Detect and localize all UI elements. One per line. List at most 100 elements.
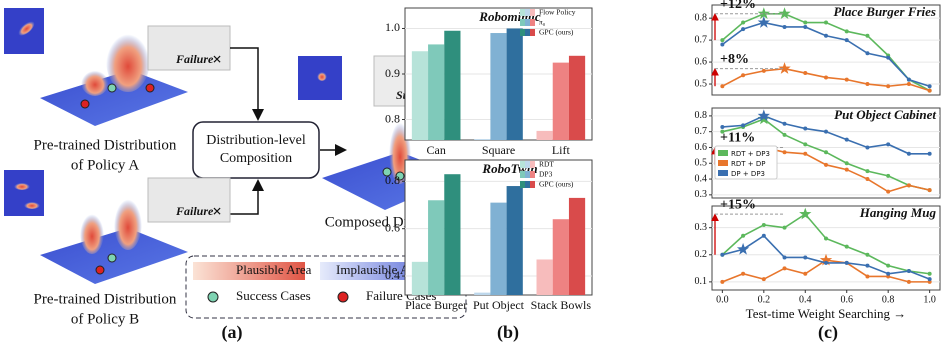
point <box>865 274 870 279</box>
heatmap-blob <box>17 20 35 36</box>
failure-dot <box>95 265 105 275</box>
legend-swatch <box>520 161 525 168</box>
bar <box>552 62 569 140</box>
legend-label: RDT <box>539 160 554 169</box>
point <box>844 260 849 265</box>
legend-swatch <box>530 9 535 16</box>
point <box>782 121 787 126</box>
y-tick-label: 0.9 <box>385 66 400 80</box>
panel-label: (c) <box>818 322 838 343</box>
point <box>824 236 828 241</box>
point <box>720 129 725 134</box>
legend-swatch <box>520 19 525 26</box>
x-tick-label: Lift <box>552 143 571 157</box>
point <box>720 124 725 129</box>
annotation: +12% <box>720 0 756 12</box>
star <box>757 7 771 20</box>
star <box>757 109 771 122</box>
legend-label: π₀ <box>539 18 546 27</box>
y-tick-label: 0.5 <box>695 158 708 169</box>
y-tick-label: 0.7 <box>695 34 708 45</box>
point <box>720 38 725 43</box>
y-tick-label: 1.0 <box>385 20 400 34</box>
bar <box>411 261 429 295</box>
legend-swatch <box>520 29 525 36</box>
point <box>886 189 891 194</box>
bar <box>506 186 523 295</box>
success-dot <box>395 171 405 181</box>
point <box>886 55 891 60</box>
chart-title: Hanging Mug <box>859 205 937 220</box>
peak <box>106 28 150 92</box>
robot-image <box>147 25 231 71</box>
policy-a-label: of Policy A <box>71 157 140 173</box>
point <box>782 24 787 29</box>
point <box>761 277 766 282</box>
y-tick-label: 0.8 <box>695 12 708 23</box>
point <box>865 177 870 182</box>
y-tick-label: 0.8 <box>695 110 708 121</box>
point <box>906 151 911 156</box>
success-dot <box>382 167 392 177</box>
point <box>865 252 870 257</box>
point <box>803 255 808 260</box>
arrow <box>230 179 264 215</box>
star <box>778 62 791 74</box>
point <box>927 84 932 89</box>
point <box>782 132 787 137</box>
legend-label: GPC (ours) <box>539 180 574 189</box>
point <box>782 255 787 260</box>
point <box>803 271 808 276</box>
bar <box>444 174 461 295</box>
y-tick-label: 0.4 <box>695 173 708 184</box>
y-tick-label: 0.6 <box>695 56 708 67</box>
y-tick-label: 0.8 <box>385 111 400 125</box>
bar <box>411 51 429 140</box>
x-tick-label: 0.2 <box>758 294 771 305</box>
point <box>865 51 870 56</box>
bar <box>568 197 586 295</box>
annotation: +8% <box>720 52 749 67</box>
legend-swatch <box>530 29 535 36</box>
cross-icon: ✕ <box>212 53 222 67</box>
bar <box>536 130 553 140</box>
failure-dot <box>80 99 90 109</box>
y-tick-label: 0.8 <box>385 173 400 187</box>
legend-swatch <box>520 181 525 188</box>
bar <box>490 202 507 295</box>
heatmap-blob <box>24 201 40 209</box>
point <box>927 277 932 282</box>
failure-label: Failure <box>175 204 214 218</box>
y-tick-label: 0.6 <box>695 142 708 153</box>
point <box>886 271 891 276</box>
point <box>720 84 725 89</box>
success-dot <box>107 253 117 263</box>
point <box>761 68 766 73</box>
point <box>927 271 932 276</box>
panel-label: (b) <box>497 322 519 343</box>
point <box>803 151 808 156</box>
point <box>761 222 766 227</box>
point <box>720 252 725 257</box>
x-tick-label: Can <box>426 143 445 157</box>
policy-b-label: of Policy B <box>71 311 139 327</box>
bar <box>506 28 523 141</box>
legend-swatch <box>193 262 305 280</box>
legend-swatch <box>530 171 535 178</box>
point <box>844 137 849 142</box>
legend-label: Success Cases <box>236 288 311 303</box>
bar <box>552 219 569 295</box>
x-tick-label: Place Burger <box>405 298 467 312</box>
point <box>761 233 766 238</box>
legend-label: Flow Policy <box>539 8 576 17</box>
star <box>736 242 750 255</box>
point <box>927 151 932 156</box>
cross-icon: ✕ <box>212 205 222 219</box>
x-tick-label: 0.6 <box>840 294 853 305</box>
x-tick-label: Square <box>482 143 515 157</box>
success-dot <box>107 83 117 93</box>
heatmap <box>4 170 44 216</box>
point <box>844 244 849 249</box>
legend-swatch <box>530 19 535 26</box>
